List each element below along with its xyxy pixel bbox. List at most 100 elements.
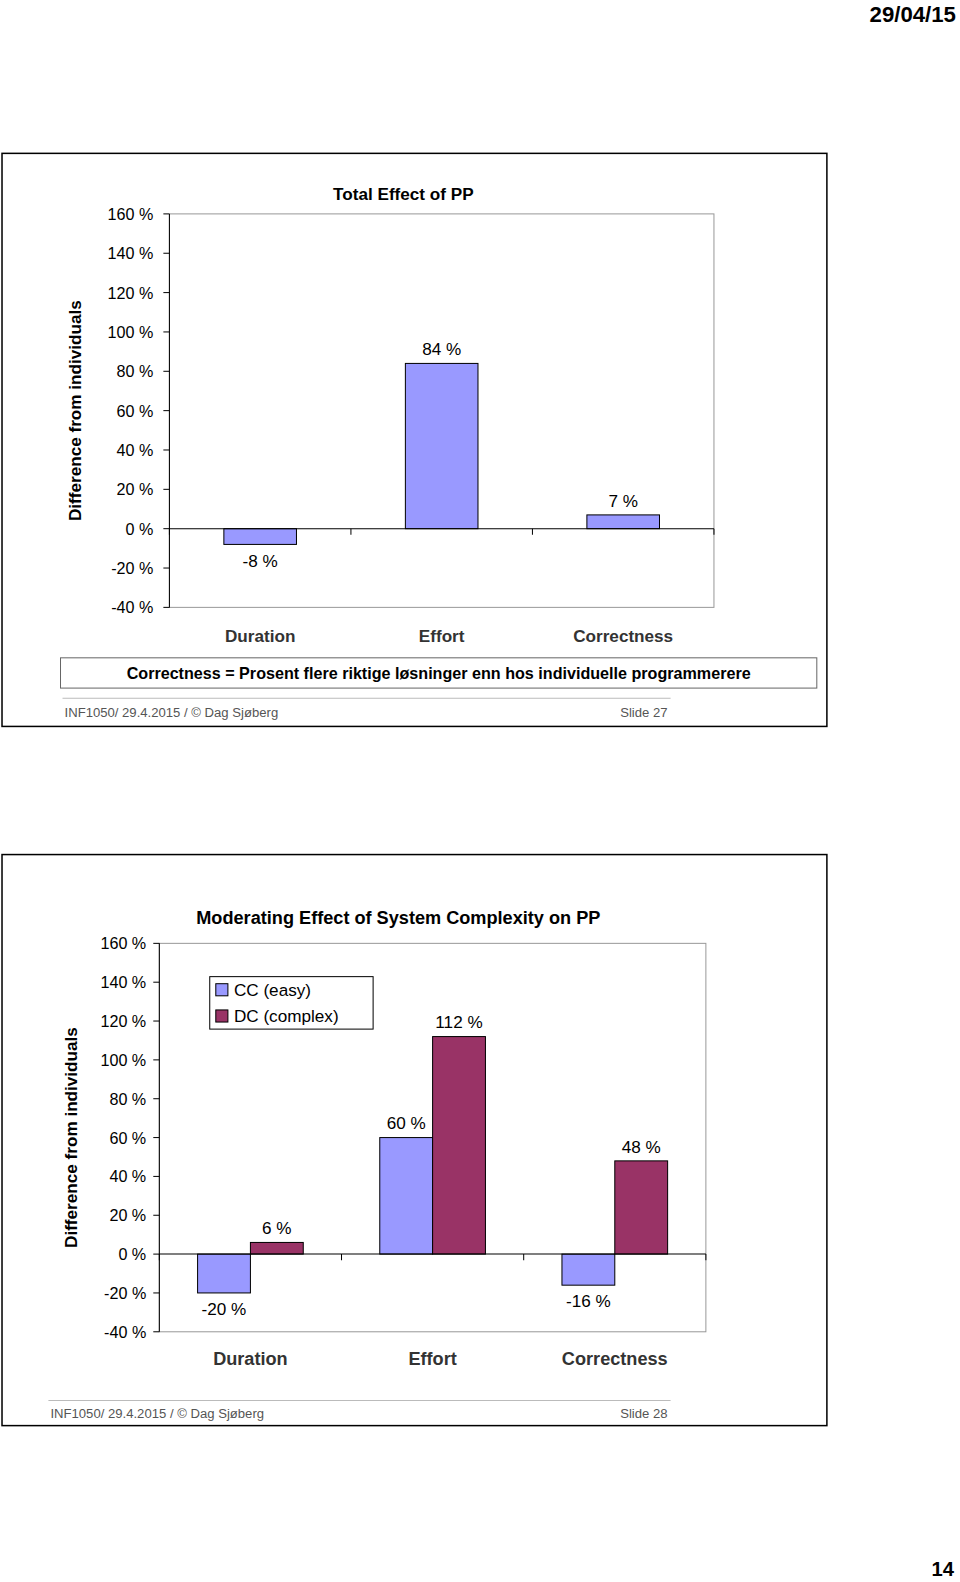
caption: Correctness = Prosent flere riktige løsn… [127, 664, 751, 682]
data-label: 84 % [422, 339, 461, 359]
y-tick [163, 331, 169, 332]
bar [380, 1138, 433, 1255]
category-label: Correctness [573, 626, 673, 646]
footer-rule [63, 698, 671, 699]
slide-number: Slide 28 [620, 1406, 667, 1421]
bar [250, 1242, 303, 1254]
y-tick [153, 1254, 159, 1255]
category-label: Duration [225, 626, 295, 646]
y-tick-label: 160 % [108, 205, 154, 223]
plot-frame [169, 214, 714, 607]
caption-box [61, 658, 817, 688]
y-tick [153, 1176, 159, 1177]
y-tick-label: 40 % [117, 441, 154, 459]
data-label: 7 % [608, 491, 638, 511]
y-tick-label: 20 % [117, 480, 154, 498]
plot-frame [159, 943, 706, 1331]
bars [224, 363, 660, 544]
y-tick [153, 1137, 159, 1138]
chart-title: Moderating Effect of System Complexity o… [196, 908, 600, 928]
y-tick [163, 410, 169, 411]
legend [210, 977, 373, 1029]
data-label: 6 % [262, 1218, 292, 1238]
page: 29/04/15 14 -40 % -20 % 0 % 20 % 40 % 60 % 80 % 1… [0, 0, 960, 1582]
y-tick-label: 160 % [100, 934, 146, 952]
slide-frame [2, 855, 827, 1426]
y-tick-label: 0 % [118, 1245, 146, 1263]
y-tick [153, 943, 159, 944]
y-tick [163, 568, 169, 569]
category-label: Duration [213, 1349, 288, 1369]
y-tick [163, 607, 169, 608]
x-axis [169, 528, 714, 529]
x-tick [350, 529, 351, 535]
data-label: 112 % [435, 1012, 482, 1032]
bar [224, 529, 297, 545]
y-axis-label: Difference from individuals [65, 300, 85, 521]
x-tick [713, 529, 714, 535]
y-tick [153, 1021, 159, 1022]
y-tick-label: 140 % [100, 973, 146, 991]
x-tick [532, 529, 533, 535]
y-tick-label: 0 % [125, 520, 153, 538]
y-tick [153, 1215, 159, 1216]
slide: -40 %-20 %0 %20 %40 %60 %80 %100 %120 %1… [2, 153, 827, 726]
bar [433, 1037, 486, 1255]
category-label: Effort [408, 1349, 456, 1369]
bar [587, 515, 660, 529]
y-tick-label: -40 % [111, 598, 153, 616]
data-label: 60 % [387, 1113, 426, 1133]
x-tick [523, 1254, 524, 1260]
data-label: -8 % [243, 551, 278, 571]
legend-swatch [216, 1010, 228, 1022]
y-tick [163, 292, 169, 293]
y-tick [163, 489, 169, 490]
y-tick [153, 1098, 159, 1099]
data-label: -20 % [202, 1299, 247, 1319]
y-axis-label: Difference from individuals [61, 1027, 81, 1248]
x-tick [705, 1254, 706, 1260]
legend-label: DC (complex) [234, 1006, 339, 1026]
y-tick [153, 1059, 159, 1060]
bar [562, 1254, 615, 1285]
bar [198, 1254, 251, 1293]
bar [615, 1161, 668, 1254]
y-tick [163, 253, 169, 254]
y-tick-label: 100 % [100, 1051, 146, 1069]
data-label: -16 % [566, 1291, 611, 1311]
y-tick-label: 60 % [109, 1129, 146, 1147]
page-number: 14 [932, 1558, 955, 1580]
y-tick [153, 1292, 159, 1293]
x-tick [341, 1254, 342, 1260]
footer: INF1050/ 29.4.2015 / © Dag Sjøberg [50, 1406, 264, 1421]
slide-number: Slide 27 [620, 705, 667, 720]
y-tick-label: 140 % [108, 244, 154, 262]
chart-title: Total Effect of PP [333, 184, 473, 204]
y-tick [163, 371, 169, 372]
x-axis [159, 1254, 706, 1255]
x-tick [159, 1254, 160, 1260]
legend-swatch [216, 984, 228, 996]
y-tick [163, 528, 169, 529]
y-tick-label: 20 % [109, 1206, 146, 1224]
y-tick-label: 80 % [109, 1090, 146, 1108]
bar [405, 363, 478, 528]
y-tick-label: 100 % [108, 323, 154, 341]
data-label: 48 % [622, 1137, 661, 1157]
y-tick [163, 213, 169, 214]
x-tick [169, 529, 170, 535]
y-tick-label: 120 % [108, 284, 154, 302]
footer: INF1050/ 29.4.2015 / © Dag Sjøberg [65, 705, 279, 720]
y-tick-label: 60 % [117, 402, 154, 420]
footer-rule [48, 1400, 670, 1401]
category-label: Effort [419, 626, 465, 646]
y-tick-label: 120 % [100, 1012, 146, 1030]
y-tick-label: 80 % [117, 362, 154, 380]
y-tick-label: -20 % [104, 1284, 146, 1302]
slide: -40 %-20 %0 %20 %40 %60 %80 %100 %120 %1… [2, 855, 827, 1426]
slide-frame [2, 153, 827, 726]
y-tick-label: 40 % [109, 1167, 146, 1185]
category-label: Correctness [562, 1349, 668, 1369]
y-tick [153, 982, 159, 983]
page-date: 29/04/15 [870, 2, 956, 27]
